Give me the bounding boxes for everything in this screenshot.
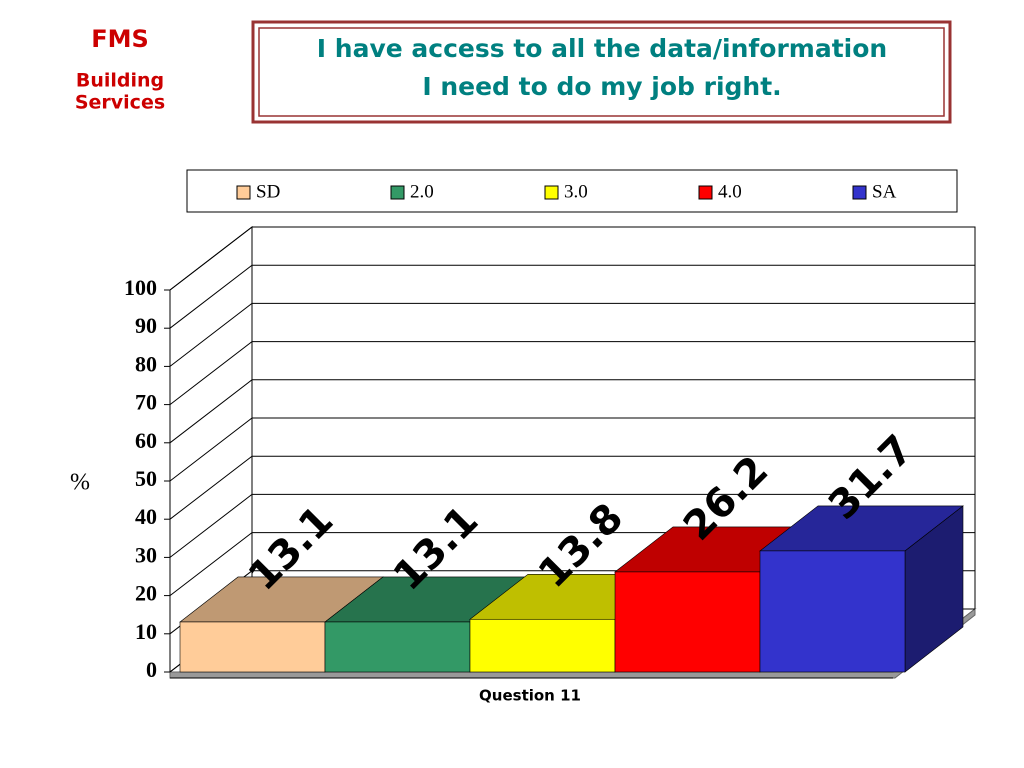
y-axis-label: % [70,470,90,496]
legend-label: SA [872,181,897,202]
chart-title: I have access to all the data/informatio… [317,34,887,63]
y-tick-label: 80 [135,351,157,376]
grid-line [169,417,975,482]
y-tick-label: 70 [135,390,157,415]
grid-line [169,341,975,405]
legend-swatch [698,185,713,200]
y-tick-label: 0 [146,657,157,682]
brand-name: FMS [91,25,149,53]
grid-line [169,455,975,520]
bar [469,618,616,673]
y-tick-label: 60 [135,428,157,453]
y-tick-label: 20 [135,581,157,606]
bar [324,621,471,673]
bar [614,571,761,673]
y-tick-label: 30 [135,542,157,567]
legend-swatch [852,185,867,200]
grid-line [169,302,975,367]
brand-line: Building [76,70,164,92]
grid-line [169,493,975,558]
y-tick-label: 10 [135,619,157,644]
legend-label: 3.0 [564,181,588,202]
y-tick-label: 40 [135,504,157,529]
legend-label: 4.0 [718,181,742,202]
legend-swatch [390,185,405,200]
legend-label: SD [256,181,280,202]
title-frame [251,20,952,124]
x-axis-label: Question 11 [479,687,581,705]
legend [186,169,958,213]
grid-line [169,226,975,291]
title-frame [258,27,945,117]
grid-line [169,264,975,329]
legend-swatch [236,185,251,200]
grid-line [169,379,975,444]
bar [759,550,906,673]
legend-label: 2.0 [410,181,434,202]
legend-swatch [544,185,559,200]
y-tick-label: 100 [124,275,157,300]
brand-line: Services [75,92,165,114]
y-tick-label: 50 [135,466,157,491]
bar [179,621,326,673]
y-tick-label: 90 [135,313,157,338]
chart-title: I need to do my job right. [422,72,781,101]
